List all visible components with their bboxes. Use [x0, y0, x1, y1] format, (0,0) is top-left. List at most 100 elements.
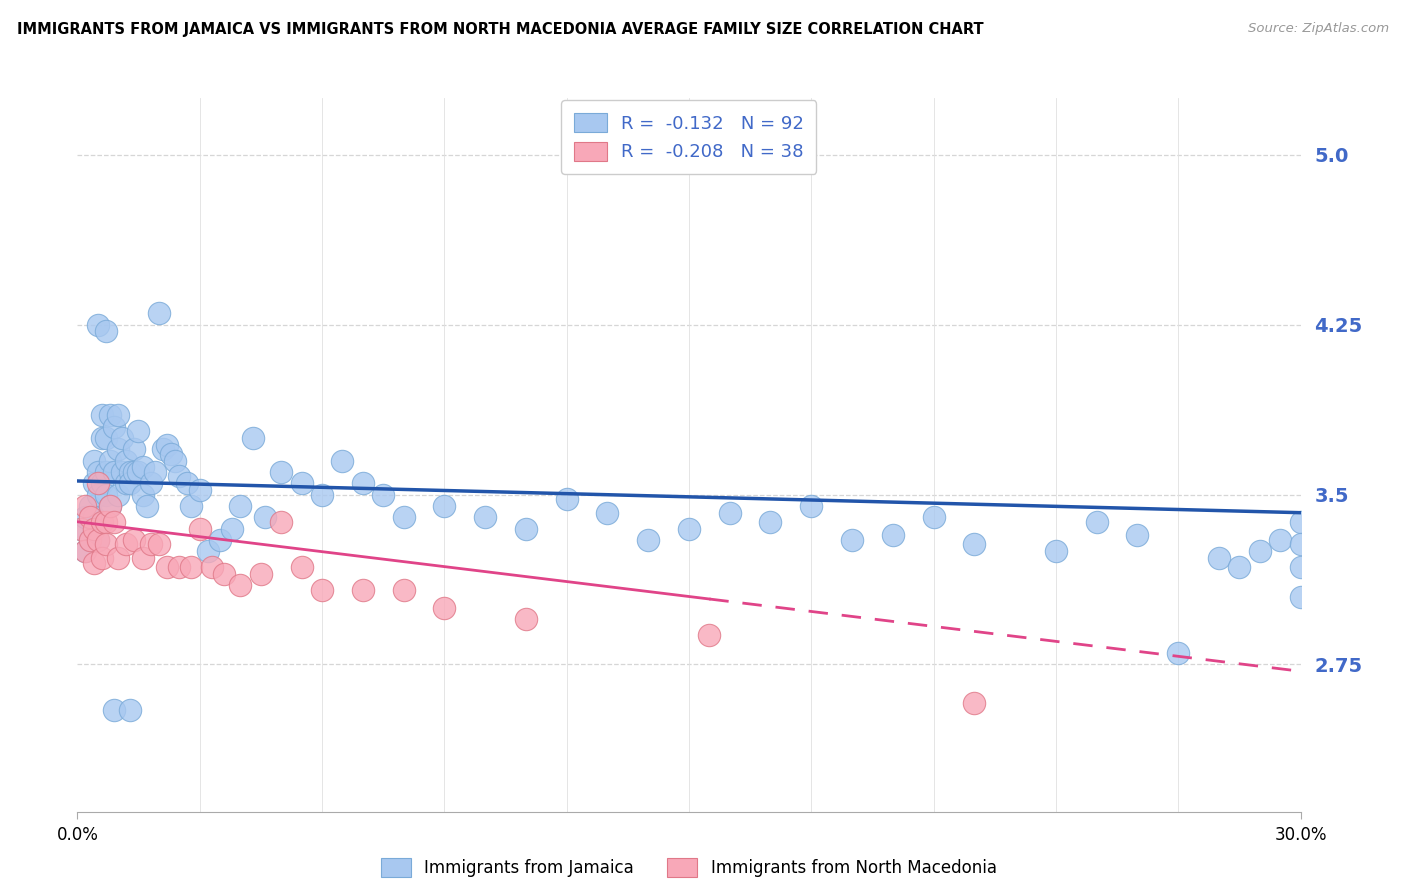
Text: IMMIGRANTS FROM JAMAICA VS IMMIGRANTS FROM NORTH MACEDONIA AVERAGE FAMILY SIZE C: IMMIGRANTS FROM JAMAICA VS IMMIGRANTS FR…: [17, 22, 984, 37]
Point: [75, 544, 97, 558]
Point: [1167, 646, 1189, 660]
Point: [176, 476, 198, 491]
Point: [596, 506, 619, 520]
Point: [922, 510, 945, 524]
Point: [180, 499, 202, 513]
Point: [107, 409, 129, 423]
Point: [1289, 537, 1312, 551]
Point: [131, 460, 153, 475]
Point: [188, 522, 211, 536]
Point: [1045, 544, 1067, 558]
Point: [699, 628, 721, 642]
Point: [115, 537, 138, 551]
Point: [87, 487, 110, 501]
Point: [107, 551, 129, 566]
Point: [94, 515, 117, 529]
Point: [291, 560, 314, 574]
Point: [229, 578, 252, 592]
Point: [79, 533, 101, 547]
Point: [124, 442, 146, 457]
Point: [107, 487, 129, 501]
Point: [678, 522, 700, 536]
Point: [94, 431, 117, 445]
Point: [392, 510, 415, 524]
Point: [250, 566, 273, 581]
Point: [90, 515, 112, 529]
Point: [124, 465, 146, 479]
Point: [433, 600, 456, 615]
Point: [515, 612, 537, 626]
Point: [152, 442, 174, 457]
Point: [75, 544, 97, 558]
Point: [201, 560, 224, 574]
Point: [291, 476, 314, 491]
Point: [169, 560, 191, 574]
Point: [98, 409, 121, 423]
Point: [79, 499, 101, 513]
Point: [800, 499, 823, 513]
Point: [120, 703, 142, 717]
Point: [209, 533, 232, 547]
Point: [963, 696, 986, 710]
Point: [433, 499, 456, 513]
Point: [90, 409, 112, 423]
Point: [270, 515, 292, 529]
Point: [221, 522, 243, 536]
Point: [94, 537, 117, 551]
Point: [1270, 533, 1292, 547]
Point: [156, 560, 179, 574]
Point: [94, 487, 117, 501]
Point: [115, 453, 138, 467]
Point: [111, 465, 134, 479]
Point: [131, 487, 153, 501]
Point: [94, 465, 117, 479]
Point: [180, 560, 202, 574]
Point: [1289, 515, 1312, 529]
Point: [139, 476, 162, 491]
Point: [188, 483, 211, 497]
Point: [963, 537, 986, 551]
Point: [83, 476, 105, 491]
Point: [841, 533, 863, 547]
Point: [103, 515, 125, 529]
Point: [637, 533, 659, 547]
Point: [156, 438, 179, 452]
Point: [169, 469, 191, 483]
Point: [165, 453, 187, 467]
Point: [148, 306, 170, 320]
Point: [90, 551, 112, 566]
Point: [115, 476, 138, 491]
Point: [87, 476, 110, 491]
Point: [87, 318, 110, 332]
Point: [128, 424, 150, 438]
Point: [515, 522, 537, 536]
Legend: Immigrants from Jamaica, Immigrants from North Macedonia: Immigrants from Jamaica, Immigrants from…: [373, 850, 1005, 886]
Point: [98, 499, 121, 513]
Point: [120, 465, 142, 479]
Point: [124, 533, 146, 547]
Point: [1085, 515, 1108, 529]
Point: [1126, 528, 1149, 542]
Point: [70, 522, 93, 536]
Point: [128, 465, 150, 479]
Point: [75, 499, 97, 513]
Point: [83, 510, 105, 524]
Point: [131, 551, 153, 566]
Point: [83, 453, 105, 467]
Point: [1249, 544, 1271, 558]
Point: [87, 465, 110, 479]
Point: [474, 510, 496, 524]
Point: [311, 582, 333, 597]
Point: [139, 537, 162, 551]
Point: [352, 476, 374, 491]
Point: [79, 533, 101, 547]
Point: [135, 499, 157, 513]
Point: [98, 453, 121, 467]
Point: [103, 465, 125, 479]
Point: [270, 465, 292, 479]
Point: [555, 492, 578, 507]
Point: [332, 453, 354, 467]
Point: [718, 506, 741, 520]
Point: [311, 487, 333, 501]
Point: [90, 476, 112, 491]
